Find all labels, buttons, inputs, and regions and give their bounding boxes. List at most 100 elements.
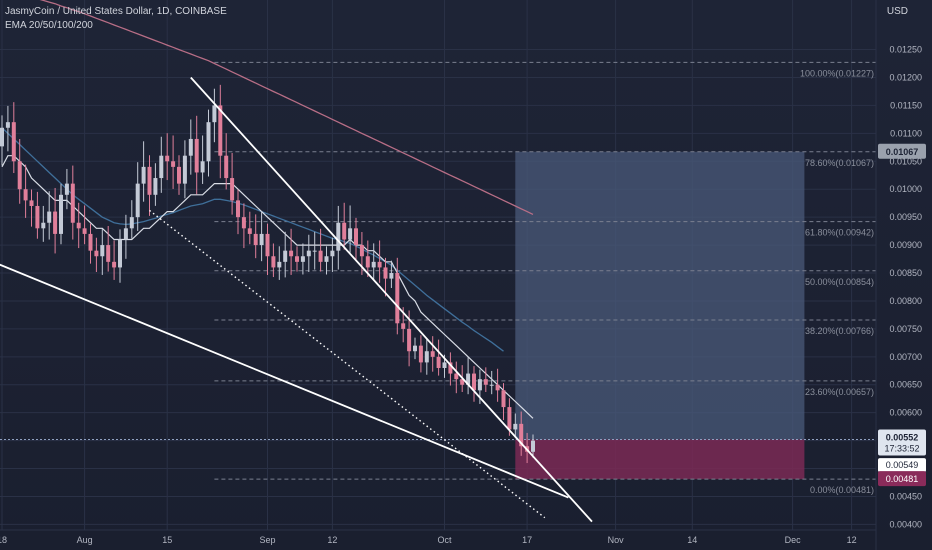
countdown-label: 17:33:52	[884, 443, 919, 453]
candle-body	[224, 155, 229, 179]
candle-body	[371, 261, 376, 268]
candle-body	[200, 161, 205, 173]
candle-body	[424, 351, 429, 363]
fib-label: 78.60%(0.01067)	[805, 158, 874, 168]
candle-body	[531, 440, 535, 452]
candle-body	[383, 267, 388, 279]
candle-body	[182, 155, 187, 184]
candle-body	[513, 423, 518, 430]
price-tick-label: 0.01050	[889, 156, 922, 166]
candle-body	[47, 211, 52, 223]
candle-body	[165, 155, 170, 162]
ema50-line	[1, 127, 504, 352]
candle-body	[94, 250, 99, 257]
candle-body	[507, 407, 512, 430]
symbol-title[interactable]: JasmyCoin / United States Dollar, 1D, CO…	[5, 6, 227, 17]
candle-body	[171, 161, 176, 167]
candle-body	[472, 373, 476, 391]
candle-body	[306, 250, 311, 257]
candle-body	[70, 183, 75, 223]
candle-body	[41, 222, 46, 229]
trendline	[190, 76, 593, 523]
fib-label: 23.60%(0.00657)	[805, 387, 874, 397]
candle-body	[454, 373, 459, 380]
time-tick-label: Sep	[259, 535, 275, 545]
time-tick-label: 18	[0, 535, 7, 545]
candle-body	[241, 217, 246, 229]
candle-body	[348, 228, 353, 240]
candle-body	[389, 273, 394, 279]
candle-body	[5, 122, 10, 128]
candle-body	[153, 178, 158, 195]
candle-body	[123, 228, 128, 240]
candle-body	[466, 373, 471, 385]
current-price-label: 0.00552	[886, 432, 919, 442]
candle-body	[206, 122, 211, 162]
stop-price-tag	[878, 471, 926, 487]
candle-body	[283, 250, 288, 262]
trendline	[149, 209, 546, 519]
candle-body	[265, 233, 270, 257]
candle-body	[212, 105, 217, 123]
candle-body	[135, 183, 140, 218]
candle-body	[188, 138, 193, 156]
candle-body	[194, 138, 199, 173]
target-zone	[515, 151, 805, 440]
time-tick-label: Dec	[785, 535, 802, 545]
candle-body	[0, 127, 4, 147]
candle-body	[501, 390, 506, 408]
candle-body	[11, 122, 16, 162]
price-tick-label: 0.00650	[889, 380, 922, 390]
candle-body	[106, 245, 111, 262]
candle-body	[177, 166, 181, 184]
candle-body	[336, 222, 341, 251]
candle-body	[64, 183, 69, 195]
time-tick-label: Aug	[77, 535, 93, 545]
time-tick-label: 12	[847, 535, 857, 545]
candle-body	[359, 245, 364, 257]
candle-body	[100, 245, 105, 257]
current-price-tag	[878, 429, 926, 456]
candle-body	[483, 379, 488, 385]
candle-body	[300, 256, 305, 262]
candle-body	[253, 233, 258, 246]
candle-body	[324, 256, 329, 262]
price-axis: 0.012500.012000.011500.011000.010500.010…	[875, 0, 926, 550]
price-tick-label: 0.00850	[889, 268, 922, 278]
fib-retracement: 100.00%(0.01227) 78.60%(0.01067) 61.80%(0.…	[214, 61, 876, 495]
price-tick-label: 0.00700	[889, 352, 922, 362]
candle-body	[23, 189, 28, 201]
candle-body	[82, 228, 87, 234]
candle-body	[247, 228, 252, 234]
price-tick-label: 0.00400	[889, 519, 922, 529]
price-tick-label: 0.00950	[889, 212, 922, 222]
candle-body	[436, 356, 441, 368]
ema20-line	[1, 155, 534, 419]
candle-body	[418, 345, 423, 363]
price-tick-label: 0.00450	[889, 491, 922, 501]
fib-label: 61.80%(0.00942)	[805, 228, 874, 238]
time-tick-label: Oct	[437, 535, 452, 545]
candle-body	[413, 345, 417, 352]
candle-body	[377, 261, 382, 268]
price-tick-label: 0.01150	[890, 100, 922, 110]
candle-body	[53, 211, 58, 234]
candle-body	[295, 256, 299, 262]
indicator-legend[interactable]: EMA 20/50/100/200	[5, 20, 93, 31]
price-tick-label: 0.01100	[890, 128, 922, 138]
price-tag	[878, 458, 926, 473]
candle-body	[318, 250, 323, 262]
price-tag-label: 0.00549	[886, 460, 919, 470]
candle-body	[354, 228, 358, 246]
time-tick-label: Nov	[608, 535, 625, 545]
candle-body	[59, 194, 63, 234]
time-tick-label: 14	[687, 535, 697, 545]
fib-label: 50.00%(0.00854)	[805, 277, 874, 287]
candle-body	[477, 379, 482, 391]
candle-body	[230, 178, 235, 201]
candle-body	[29, 200, 34, 206]
candle-body	[259, 233, 264, 246]
candle-body	[141, 166, 146, 184]
